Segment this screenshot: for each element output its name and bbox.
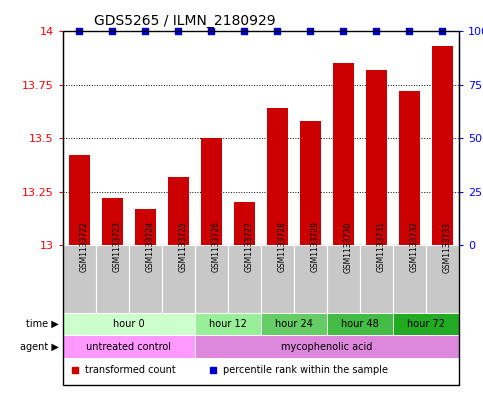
Text: mycophenolic acid: mycophenolic acid (281, 342, 372, 352)
Bar (327, 245, 360, 312)
Bar (200, 138, 222, 245)
Bar (360, 245, 393, 312)
Bar (63, 245, 96, 312)
Point (273, 28, 281, 35)
Text: hour 72: hour 72 (407, 319, 445, 329)
Bar (135, 209, 156, 245)
Text: GSM1133730: GSM1133730 (343, 221, 352, 272)
Bar (327, 312, 393, 335)
Bar (101, 198, 123, 245)
Text: hour 24: hour 24 (275, 319, 313, 329)
Text: untreated control: untreated control (86, 342, 171, 352)
Text: GSM1133729: GSM1133729 (311, 222, 319, 272)
Bar (195, 245, 228, 312)
Text: GSM1133723: GSM1133723 (112, 222, 121, 272)
Point (241, 28, 248, 35)
Bar (294, 245, 327, 312)
Bar (96, 245, 129, 312)
Text: GSM1133724: GSM1133724 (145, 222, 154, 272)
Bar (168, 176, 189, 245)
Bar (129, 245, 162, 312)
Text: GSM1133728: GSM1133728 (277, 222, 286, 272)
Text: hour 0: hour 0 (113, 319, 144, 329)
Text: GSM1133726: GSM1133726 (212, 222, 220, 272)
Bar (299, 121, 321, 245)
Text: GSM1133727: GSM1133727 (244, 222, 253, 272)
Bar (333, 63, 354, 245)
Text: percentile rank within the sample: percentile rank within the sample (223, 365, 388, 375)
Bar (63, 312, 195, 335)
Bar (393, 312, 459, 335)
Text: GSM1133722: GSM1133722 (79, 222, 88, 272)
Point (108, 28, 116, 35)
Point (307, 28, 314, 35)
Text: GSM1133725: GSM1133725 (178, 222, 187, 272)
Bar (195, 335, 459, 358)
Text: time ▶: time ▶ (26, 319, 59, 329)
Bar (426, 245, 459, 312)
Text: transformed count: transformed count (85, 365, 175, 375)
Bar (234, 202, 255, 245)
Point (439, 28, 446, 35)
Bar (261, 312, 327, 335)
Text: GSM1133732: GSM1133732 (410, 222, 418, 272)
Bar (393, 245, 426, 312)
Bar (366, 70, 387, 245)
Text: GSM1133733: GSM1133733 (442, 221, 451, 272)
Bar (228, 245, 261, 312)
Bar (162, 245, 195, 312)
Point (142, 28, 149, 35)
Point (372, 28, 380, 35)
Text: hour 12: hour 12 (209, 319, 247, 329)
Point (208, 28, 215, 35)
Text: GDS5265 / ILMN_2180929: GDS5265 / ILMN_2180929 (95, 14, 276, 28)
Bar (432, 46, 453, 245)
Bar (261, 245, 294, 312)
Text: agent ▶: agent ▶ (20, 342, 59, 352)
Bar (195, 312, 261, 335)
Text: hour 48: hour 48 (341, 319, 379, 329)
Bar (69, 155, 90, 245)
Point (174, 28, 182, 35)
Point (406, 28, 413, 35)
Point (75, 28, 83, 35)
Bar (398, 91, 420, 245)
Text: GSM1133731: GSM1133731 (376, 222, 385, 272)
Bar (63, 335, 195, 358)
Point (340, 28, 347, 35)
Bar (267, 108, 288, 245)
